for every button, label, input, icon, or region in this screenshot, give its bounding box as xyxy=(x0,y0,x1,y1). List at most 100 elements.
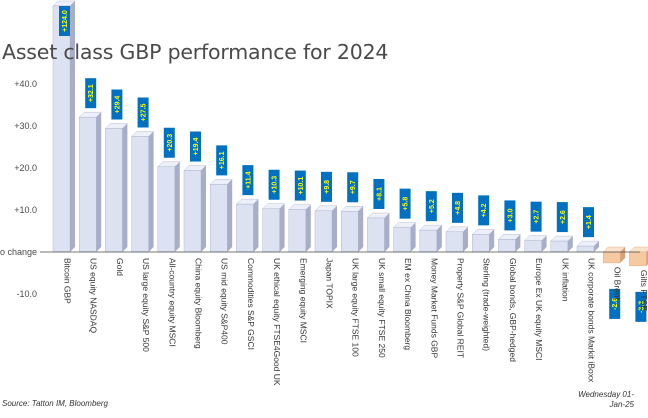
data-label-box xyxy=(452,192,463,223)
data-label: +1.4 xyxy=(586,215,593,229)
bar-side xyxy=(594,241,599,252)
data-label-box xyxy=(216,145,228,176)
bar xyxy=(288,209,306,253)
x-tick-label: UK large equity FTSE 100 xyxy=(351,258,361,357)
data-label-box xyxy=(583,207,594,238)
bar-side xyxy=(515,234,521,252)
bar-side xyxy=(174,161,180,252)
bar xyxy=(105,128,123,253)
x-tick-label: Global bonds, GBP-hedged xyxy=(508,258,518,362)
bar-side xyxy=(436,225,442,252)
y-tick-label: +20.0 xyxy=(14,163,37,173)
x-tick-label: US equity NASDAQ xyxy=(89,258,99,333)
bar-side xyxy=(332,205,337,252)
x-tick-label: UK ethical equity FTSE4Good UK xyxy=(272,258,282,386)
x-tick-label: US mid equity S&P400 xyxy=(220,258,230,345)
bar-side xyxy=(253,199,259,252)
data-label-box xyxy=(59,6,70,36)
x-tick-label: Money Market Funds GBP xyxy=(429,258,439,358)
data-label-box xyxy=(373,178,385,209)
data-label-box xyxy=(347,172,359,203)
data-label-box xyxy=(190,131,201,162)
data-label: +2.7 xyxy=(534,210,541,224)
y-tick-label: o change xyxy=(0,247,37,257)
data-label-box xyxy=(137,97,149,128)
data-label-box xyxy=(321,171,332,202)
bar xyxy=(157,166,176,253)
bar-side xyxy=(541,235,547,252)
bar xyxy=(78,116,97,253)
x-tick-label: UK inflation xyxy=(560,258,570,302)
bar xyxy=(236,203,254,253)
date-stamp: Wednesday 01- Jan-25 xyxy=(564,390,634,410)
bar-side xyxy=(384,212,390,252)
x-tick-label: Sterling (trade-weighted) xyxy=(482,258,492,351)
data-label: +19.4 xyxy=(193,138,200,156)
data-label-box xyxy=(504,200,516,231)
bar-side xyxy=(279,203,285,252)
bar-side xyxy=(463,226,468,252)
bar xyxy=(524,240,542,253)
x-tick-label: EM ex China Bloomberg xyxy=(403,258,413,350)
bar xyxy=(209,184,228,253)
bar-side xyxy=(305,204,311,252)
data-label-box xyxy=(530,201,542,232)
data-label-box xyxy=(294,170,306,201)
data-label: -2.6 xyxy=(612,298,619,310)
x-tick-label: Gold xyxy=(115,258,125,276)
bar-top xyxy=(628,246,648,253)
data-label-box xyxy=(163,127,175,158)
bar-side xyxy=(148,131,154,252)
bar xyxy=(367,217,385,253)
source-note: Source: Tatton IM, Bloomberg xyxy=(2,399,108,408)
bar xyxy=(131,136,149,253)
data-label: +3.0 xyxy=(507,208,514,222)
data-label: +29.4 xyxy=(114,96,121,114)
data-label: +10.1 xyxy=(298,177,305,195)
data-label-box xyxy=(609,288,621,319)
bar-side xyxy=(489,229,495,252)
data-label-box xyxy=(556,202,568,233)
data-label: +9.8 xyxy=(324,180,331,194)
x-tick-label: All-country equity MSCI xyxy=(167,258,177,347)
bar xyxy=(576,245,595,253)
data-label: +8.1 xyxy=(376,187,383,201)
x-tick-label: US large equity S&P 500 xyxy=(141,258,151,352)
data-label: +4.8 xyxy=(455,201,462,215)
data-label: +20.3 xyxy=(167,134,174,152)
bar xyxy=(183,170,202,253)
data-label-box xyxy=(425,191,437,222)
x-tick-label: Commodities S&P GSCI xyxy=(246,258,256,350)
x-tick-label: Gilts FTSE xyxy=(639,270,648,311)
bar-side xyxy=(358,206,364,252)
bar xyxy=(262,208,280,253)
data-label-box xyxy=(242,165,254,196)
data-label: +5.8 xyxy=(403,197,410,211)
bar xyxy=(498,239,516,253)
y-tick-label: +10.0 xyxy=(14,205,37,215)
bar xyxy=(603,251,621,264)
x-tick-label: Europe Ex UK equity MSCI xyxy=(534,258,544,361)
bar xyxy=(393,227,411,253)
data-label: +9.7 xyxy=(350,180,357,194)
date-line-1: Wednesday 01- xyxy=(578,390,634,399)
data-label: -3.3 xyxy=(638,301,645,313)
data-label: +2.6 xyxy=(560,210,567,224)
bar xyxy=(419,229,437,253)
data-label-box xyxy=(635,291,647,322)
y-tick-label: +30.0 xyxy=(14,121,37,131)
data-label: +4.2 xyxy=(481,203,488,217)
x-tick-label: Oil Brent xyxy=(613,267,623,301)
y-tick-label: -10.0 xyxy=(16,289,37,299)
bar-side xyxy=(96,112,102,253)
data-label-box xyxy=(399,188,411,219)
data-label: +32.1 xyxy=(88,84,95,102)
bar-side xyxy=(70,1,75,252)
data-label-box xyxy=(268,169,280,200)
data-label: +11.4 xyxy=(245,171,252,188)
data-label: +124.0 xyxy=(62,10,69,32)
x-tick-label: UK corporate bonds Markit iBoxx xyxy=(587,258,597,383)
x-tick-label: Property S&P Global REIT xyxy=(456,258,466,358)
bar-side xyxy=(410,222,416,252)
